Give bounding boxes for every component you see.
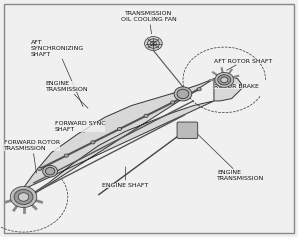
Circle shape xyxy=(170,101,175,104)
Text: ENGINE
TRASMISSION: ENGINE TRASMISSION xyxy=(46,82,88,108)
Circle shape xyxy=(18,193,29,201)
Circle shape xyxy=(221,77,228,83)
Circle shape xyxy=(10,187,37,208)
Circle shape xyxy=(145,36,162,50)
Text: FORWARD SYNC
SHAFT: FORWARD SYNC SHAFT xyxy=(55,121,105,132)
Circle shape xyxy=(64,154,69,157)
Circle shape xyxy=(91,141,95,144)
Circle shape xyxy=(144,114,148,117)
Circle shape xyxy=(215,72,234,87)
Circle shape xyxy=(177,89,189,99)
Text: AFT
SYNCHRONIZING
SHAFT: AFT SYNCHRONIZING SHAFT xyxy=(31,40,84,107)
Circle shape xyxy=(38,167,42,170)
Circle shape xyxy=(117,128,122,131)
Circle shape xyxy=(197,88,201,91)
Polygon shape xyxy=(22,79,214,202)
FancyBboxPatch shape xyxy=(4,4,294,233)
Polygon shape xyxy=(214,75,243,101)
Circle shape xyxy=(45,168,55,175)
Text: AFT ROTOR SHAFT: AFT ROTOR SHAFT xyxy=(214,59,272,70)
Circle shape xyxy=(174,87,192,101)
Ellipse shape xyxy=(14,190,33,206)
Circle shape xyxy=(43,165,58,177)
Circle shape xyxy=(148,39,159,48)
Text: ROTOR BRAKE: ROTOR BRAKE xyxy=(214,84,259,89)
Circle shape xyxy=(150,41,156,46)
FancyBboxPatch shape xyxy=(177,122,198,138)
Text: TRANSMISSION
OIL COOLING FAN: TRANSMISSION OIL COOLING FAN xyxy=(121,11,177,34)
Text: ENGINE SHAFT: ENGINE SHAFT xyxy=(102,167,148,188)
Text: ENGINE
TRANSMISSION: ENGINE TRANSMISSION xyxy=(197,133,264,181)
Circle shape xyxy=(14,189,33,205)
Text: FORWARD ROTOR
TRASMISSION: FORWARD ROTOR TRASMISSION xyxy=(4,140,60,173)
Circle shape xyxy=(218,75,231,85)
